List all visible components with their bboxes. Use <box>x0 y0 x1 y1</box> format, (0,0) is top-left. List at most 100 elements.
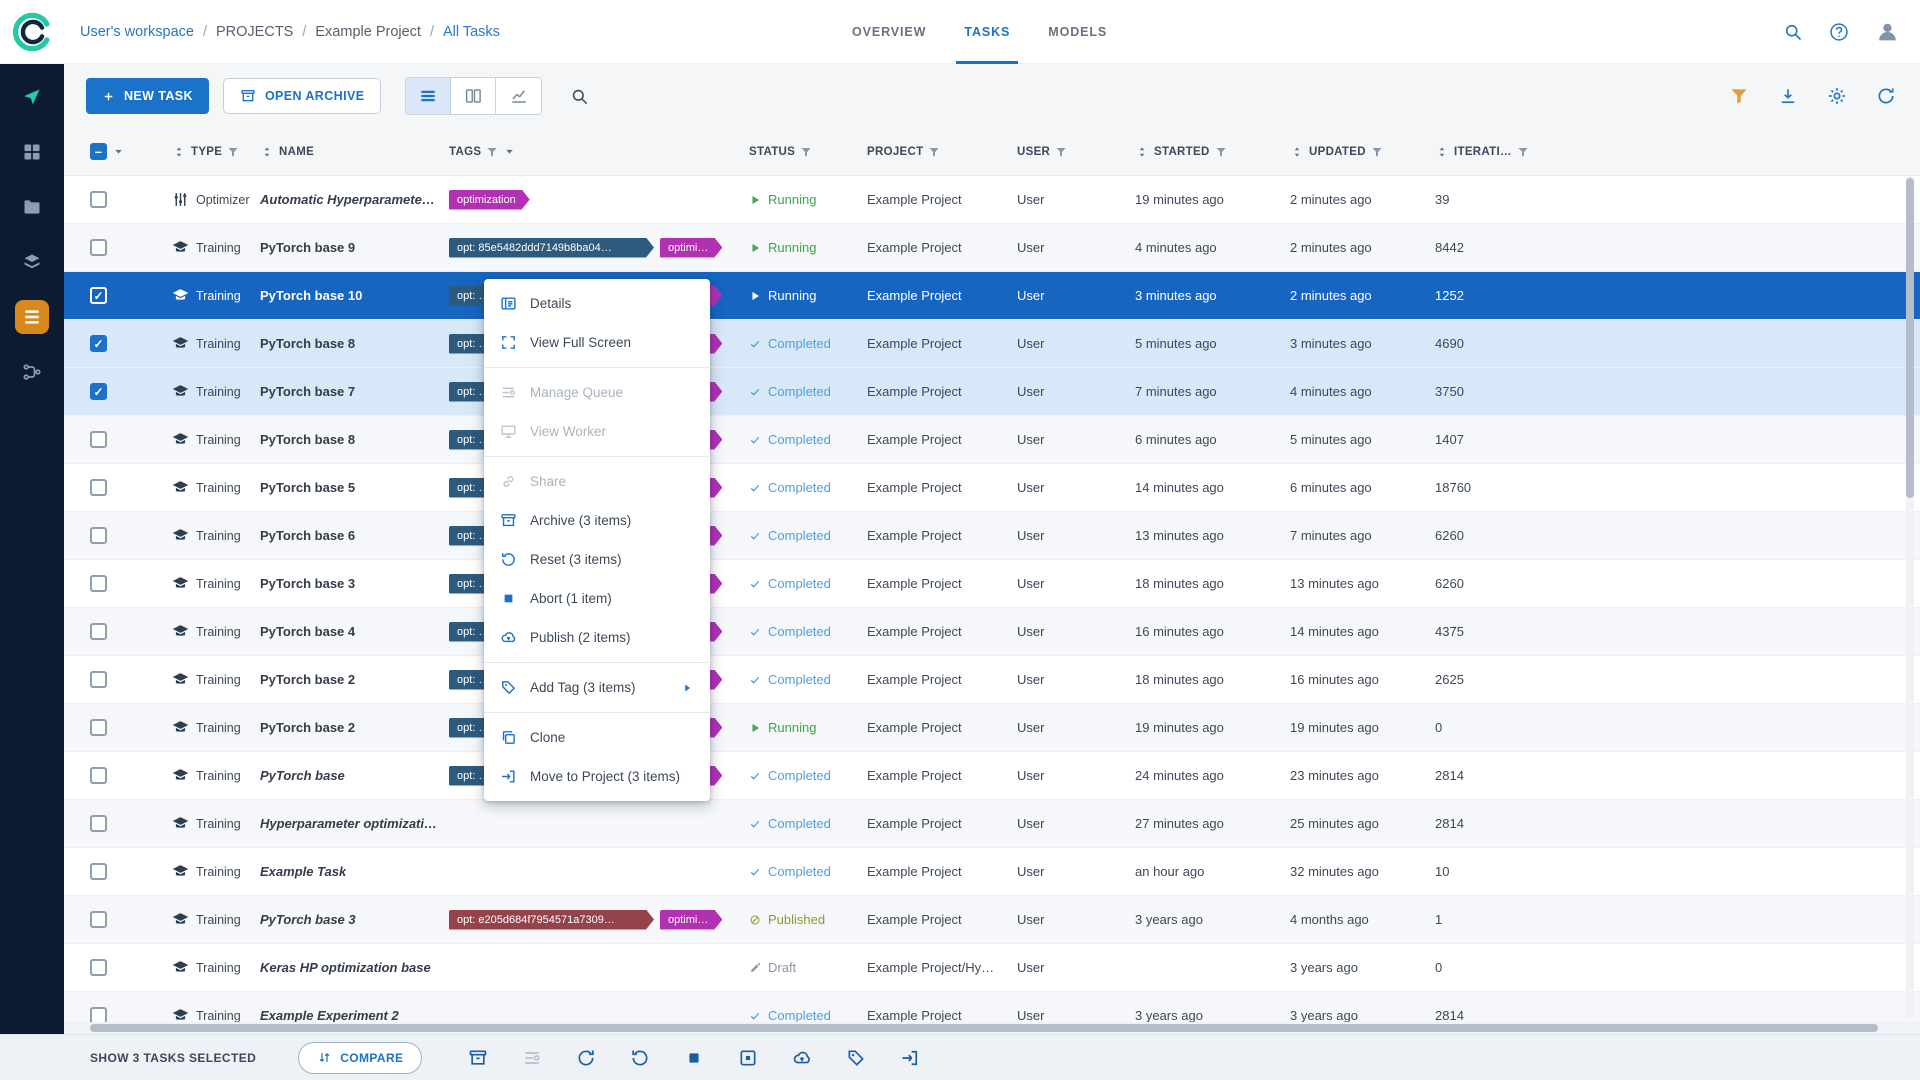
tag-chip[interactable]: opt: 85e5482ddd7149b8ba04… <box>449 238 654 258</box>
sidebar-item-experiments[interactable] <box>15 300 49 334</box>
menu-item-view-full-screen[interactable]: View Full Screen <box>484 323 710 362</box>
sidebar-item-pipelines[interactable] <box>15 355 49 389</box>
row-checkbox[interactable] <box>90 239 107 256</box>
column-header-updated[interactable]: UPDATED <box>1290 145 1435 159</box>
download-icon[interactable] <box>1778 86 1798 106</box>
row-checkbox[interactable] <box>90 911 107 928</box>
abort-button[interactable] <box>684 1048 704 1068</box>
menu-item-publish[interactable]: Publish (2 items) <box>484 618 710 657</box>
column-header-iterations[interactable]: ITERATI… <box>1435 145 1545 159</box>
tab-overview[interactable]: OVERVIEW <box>852 25 927 39</box>
menu-item-reset[interactable]: Reset (3 items) <box>484 540 710 579</box>
reset-button[interactable] <box>630 1048 650 1068</box>
sidebar-item-projects[interactable] <box>15 190 49 224</box>
table-row[interactable]: Training Example Task Completed Example Pro… <box>64 848 1920 896</box>
abort-all-children-button[interactable] <box>738 1048 758 1068</box>
menu-item-details[interactable]: Details <box>484 284 710 323</box>
breadcrumb-item-all-tasks[interactable]: All Tasks <box>442 23 500 40</box>
vertical-scrollbar-thumb[interactable] <box>1906 178 1914 498</box>
column-header-type[interactable]: TYPE <box>172 145 260 159</box>
compare-button[interactable]: COMPARE <box>298 1041 423 1074</box>
open-archive-button[interactable]: OPEN ARCHIVE <box>222 78 382 114</box>
search-icon[interactable] <box>570 87 589 106</box>
column-header-user[interactable]: USER <box>1017 146 1135 158</box>
row-checkbox[interactable] <box>90 191 107 208</box>
row-checkbox[interactable] <box>90 527 107 544</box>
auto-refresh-icon[interactable] <box>1876 86 1896 106</box>
running-icon <box>749 242 761 254</box>
tag-chip[interactable]: optimi… <box>660 238 722 258</box>
cell-name: Example Experiment 2 <box>260 1008 449 1023</box>
row-checkbox[interactable] <box>90 383 107 400</box>
column-header-started[interactable]: STARTED <box>1135 145 1290 159</box>
chart-view-button[interactable] <box>496 78 542 114</box>
search-icon[interactable] <box>1783 22 1803 42</box>
row-checkbox[interactable] <box>90 719 107 736</box>
row-checkbox[interactable] <box>90 815 107 832</box>
row-checkbox[interactable] <box>90 287 107 304</box>
row-checkbox[interactable] <box>90 863 107 880</box>
retry-button[interactable] <box>576 1048 596 1068</box>
table-row[interactable]: Training Keras HP optimization base Draft E… <box>64 944 1920 992</box>
row-checkbox[interactable] <box>90 575 107 592</box>
user-avatar-icon[interactable] <box>1875 19 1900 44</box>
new-task-button[interactable]: NEW TASK <box>86 78 209 114</box>
add-tag-button[interactable] <box>846 1048 866 1068</box>
tag-chip[interactable]: optimi… <box>660 910 722 930</box>
settings-gear-icon[interactable] <box>1827 86 1847 106</box>
row-checkbox[interactable] <box>90 623 107 640</box>
tab-models[interactable]: MODELS <box>1048 25 1108 39</box>
horizontal-scrollbar-thumb[interactable] <box>90 1024 1878 1032</box>
row-checkbox[interactable] <box>90 959 107 976</box>
row-checkbox[interactable] <box>90 479 107 496</box>
sidebar-item-datasets[interactable] <box>15 245 49 279</box>
sidebar-item-dashboard[interactable] <box>15 135 49 169</box>
publish-button[interactable] <box>792 1048 812 1068</box>
tag-chip[interactable]: opt: e205d684f7954571a7309… <box>449 910 654 930</box>
table-view-button[interactable] <box>406 78 452 114</box>
card-view-button[interactable] <box>451 78 497 114</box>
clearml-logo[interactable] <box>0 0 64 64</box>
filter-icon[interactable] <box>1729 86 1749 106</box>
completed-icon <box>749 1010 761 1022</box>
table-row[interactable]: Optimizer Automatic Hyperparamete… optimiz… <box>64 176 1920 224</box>
sort-icon <box>172 145 186 159</box>
column-header-tags[interactable]: TAGS <box>449 145 749 158</box>
move-to-project-button[interactable] <box>900 1048 920 1068</box>
sidebar-item-getting-started[interactable] <box>15 80 49 114</box>
menu-item-move-to-project[interactable]: Move to Project (3 items) <box>484 757 710 796</box>
cell-status: Running <box>749 240 867 255</box>
menu-item-clone[interactable]: Clone <box>484 718 710 757</box>
tab-tasks[interactable]: TASKS <box>956 0 1019 64</box>
column-header-status[interactable]: STATUS <box>749 146 867 158</box>
tag-chip[interactable]: optimization <box>449 190 530 210</box>
row-checkbox[interactable] <box>90 767 107 784</box>
menu-item-add-tag[interactable]: Add Tag (3 items) <box>484 668 710 707</box>
column-header-name[interactable]: NAME <box>260 145 449 159</box>
row-checkbox[interactable] <box>90 671 107 688</box>
menu-item-abort[interactable]: Abort (1 item) <box>484 579 710 618</box>
help-icon[interactable] <box>1829 22 1849 42</box>
row-checkbox[interactable] <box>90 335 107 352</box>
archive-button[interactable] <box>468 1048 488 1068</box>
table-row[interactable]: Training PyTorch base 9 opt: 85e5482ddd714… <box>64 224 1920 272</box>
training-icon <box>172 671 189 688</box>
select-all-checkbox[interactable] <box>90 143 107 160</box>
row-checkbox[interactable] <box>90 431 107 448</box>
table-row[interactable]: Training Hyperparameter optimizati… Comple… <box>64 800 1920 848</box>
column-header-project[interactable]: PROJECT <box>867 146 1017 158</box>
breadcrumb-item-user-s-workspace[interactable]: User's workspace <box>80 23 194 40</box>
menu-item-archive[interactable]: Archive (3 items) <box>484 501 710 540</box>
table-row[interactable]: Training PyTorch base 3 opt: e205d684f7954… <box>64 896 1920 944</box>
